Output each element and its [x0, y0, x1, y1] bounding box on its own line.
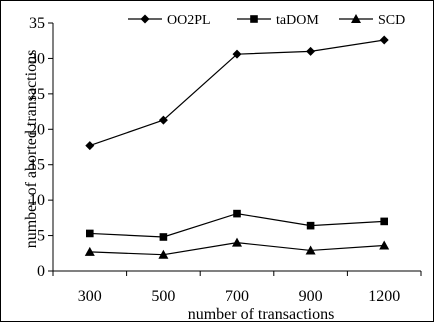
legend-item-tadom: taDOM — [237, 13, 319, 28]
x-tick-label: 300 — [78, 288, 102, 305]
series-tadom — [86, 209, 388, 241]
y-tick-label: 0 — [37, 263, 45, 280]
legend-item-oo2pl: OO2PL — [128, 13, 211, 28]
series-oo2pl — [85, 35, 389, 151]
legend: OO2PL taDOM SCD — [128, 13, 405, 28]
series-lines — [84, 35, 390, 259]
y-tick-label: 35 — [29, 15, 45, 32]
data-point — [159, 233, 168, 241]
legend-label: taDOM — [276, 13, 319, 28]
data-point — [306, 46, 316, 56]
legend-marker — [351, 14, 361, 23]
data-point — [232, 237, 242, 247]
y-axis-title: number of aborted transactions — [23, 50, 40, 249]
data-point — [232, 49, 242, 59]
data-point — [380, 217, 388, 226]
y-tick-label: 5 — [37, 228, 45, 245]
data-point — [158, 249, 169, 259]
data-point — [306, 221, 315, 230]
y-tick-label: 15 — [29, 157, 45, 174]
y-tick-label: 10 — [29, 192, 45, 209]
data-point — [158, 115, 168, 125]
x-tick-label: 700 — [225, 288, 249, 305]
x-tick-label: 900 — [299, 288, 323, 305]
legend-label: SCD — [378, 13, 405, 28]
x-tick-label: 1200 — [368, 288, 400, 305]
data-point — [233, 209, 241, 218]
legend-label: OO2PL — [167, 13, 211, 28]
series-scd — [84, 237, 390, 259]
x-axis: 300 500 700 900 1200 — [52, 270, 422, 305]
data-point — [84, 246, 95, 256]
legend-marker — [140, 14, 150, 24]
y-tick-label: 30 — [29, 50, 45, 67]
data-point — [86, 229, 94, 238]
y-tick-label: 25 — [29, 86, 45, 103]
data-point — [379, 35, 389, 45]
legend-item-scd: SCD — [339, 13, 405, 28]
data-point — [85, 141, 95, 151]
x-axis-title: number of transactions — [188, 306, 335, 323]
legend-marker — [250, 15, 258, 23]
x-tick-label: 500 — [151, 288, 175, 305]
data-point — [305, 245, 316, 255]
y-axis: 0 5 10 15 20 25 30 35 — [29, 15, 54, 280]
data-point — [379, 240, 390, 250]
y-tick-label: 20 — [29, 121, 45, 138]
